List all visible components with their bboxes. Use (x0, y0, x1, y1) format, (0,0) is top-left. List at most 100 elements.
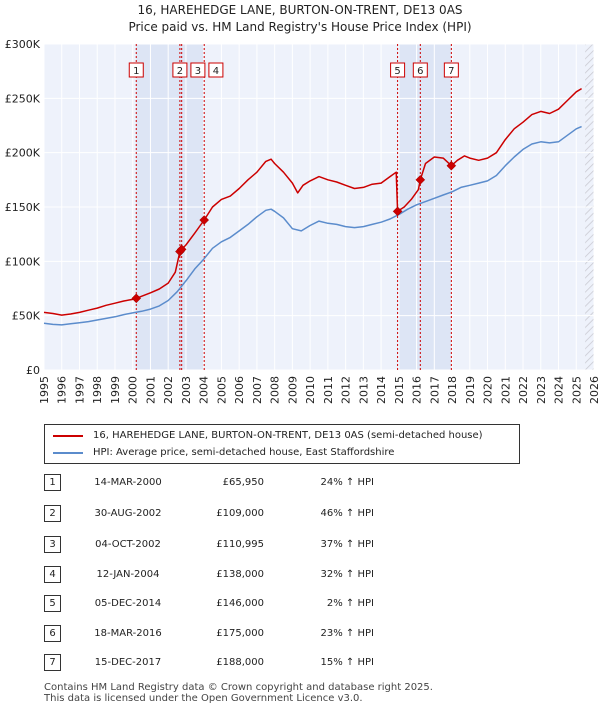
sale-label-box (412, 62, 428, 78)
x-tick-label: 2000 (127, 376, 140, 404)
x-tick-label: 2022 (517, 376, 530, 404)
x-tick-label: 2020 (482, 376, 495, 404)
legend-label-hpi: HPI: Average price, semi-detached house,… (93, 447, 395, 458)
property-price-line (43, 87, 582, 316)
footer: Contains HM Land Registry data © Crown c… (44, 682, 433, 704)
sale-hpi-diff: 46% ↑ HPI (320, 508, 374, 519)
legend: 16, HAREHEDGE LANE, BURTON-ON-TRENT, DE1… (44, 424, 520, 464)
sale-number: 4 (44, 566, 61, 583)
sale-price: £65,950 (222, 477, 264, 488)
sale-number: 5 (44, 595, 61, 612)
sale-hpi-diff: 32% ↑ HPI (320, 569, 374, 580)
sale-price: £109,000 (216, 508, 264, 519)
sale-date: 14-MAR-2000 (94, 477, 162, 488)
x-tick-label: 2021 (499, 376, 512, 404)
x-tick-label: 2026 (588, 376, 600, 404)
y-tick-label: £200K (5, 147, 41, 160)
chart-subtitle: Price paid vs. HM Land Registry's House … (128, 20, 472, 34)
sale-price: £188,000 (216, 657, 264, 668)
y-tick-label: £250K (5, 92, 41, 105)
sale-price: £146,000 (216, 598, 264, 609)
x-tick-label: 2009 (286, 376, 299, 404)
sale-label-box (128, 62, 144, 78)
sale-point (446, 160, 457, 171)
sale-price: £110,995 (216, 539, 264, 550)
x-tick-label: 2019 (464, 376, 477, 404)
sale-date: 30-AUG-2002 (94, 508, 162, 519)
sale-point (131, 293, 142, 304)
price-chart: 1 2 3 4 5 6 7 1995 1996 1997 1998 1999 2000 2001 2002… (5, 38, 600, 404)
legend-label-property: 16, HAREHEDGE LANE, BURTON-ON-TRENT, DE1… (93, 430, 483, 441)
footer-licence: This data is licensed under the Open Gov… (44, 693, 363, 704)
hpi-line (43, 125, 582, 326)
sale-label-box (443, 62, 459, 78)
sale-hpi-diff: 2% ↑ HPI (326, 598, 374, 609)
x-tick-label: 2013 (357, 376, 370, 404)
x-tick-label: 2004 (198, 376, 211, 404)
x-tick-label: 1999 (109, 376, 122, 404)
sale-label-number: 2 (177, 66, 183, 77)
sale-point (199, 215, 210, 225)
sale-point (392, 206, 403, 217)
x-tick-label: 2016 (411, 376, 424, 404)
y-tick-label: £150K (5, 201, 41, 214)
x-tick-label: 2023 (535, 376, 548, 404)
sale-hpi-diff: 37% ↑ HPI (320, 539, 374, 550)
sale-point (176, 244, 187, 255)
x-tick-label: 1997 (73, 376, 86, 404)
sale-number: 3 (44, 536, 61, 553)
sale-label-box (390, 62, 406, 78)
sale-number: 7 (44, 654, 61, 671)
x-tick-label: 2018 (446, 376, 459, 404)
sale-label-box (208, 62, 224, 78)
sale-label-number: 3 (195, 66, 201, 77)
sale-date: 05-DEC-2014 (94, 598, 162, 609)
x-tick-label: 2012 (340, 376, 353, 404)
x-tick-label: 2025 (570, 376, 583, 404)
sale-hpi-diff: 15% ↑ HPI (320, 657, 374, 668)
x-tick-label: 2015 (393, 376, 406, 404)
sale-label-number: 7 (448, 66, 454, 77)
sale-price: £138,000 (216, 569, 264, 580)
x-tick-label: 2010 (304, 376, 317, 404)
sale-date: 04-OCT-2002 (95, 539, 161, 550)
x-tick-label: 1995 (38, 376, 51, 404)
sale-label-box (172, 62, 188, 78)
x-tick-label: 2014 (375, 376, 388, 404)
x-tick-label: 2008 (269, 376, 282, 404)
footer-copyright: Contains HM Land Registry data © Crown c… (44, 682, 433, 693)
sale-label-box (190, 62, 206, 78)
sale-label-number: 6 (417, 66, 423, 77)
x-tick-label: 2024 (553, 376, 566, 404)
sale-hpi-diff: 23% ↑ HPI (320, 628, 374, 639)
y-tick-label: £300K (5, 38, 41, 51)
x-tick-label: 2002 (162, 376, 175, 404)
sale-label-number: 1 (133, 66, 139, 77)
legend-swatch-property (53, 435, 83, 437)
sale-date: 12-JAN-2004 (96, 569, 160, 580)
sale-point (415, 174, 426, 185)
sale-number: 6 (44, 625, 61, 642)
x-tick-label: 2011 (322, 376, 335, 404)
y-tick-label: £50K (12, 310, 41, 323)
chart-title: 16, HAREHEDGE LANE, BURTON-ON-TRENT, DE1… (137, 3, 463, 17)
y-tick-label: £100K (5, 255, 41, 268)
y-tick-label: £0 (26, 364, 40, 377)
x-tick-label: 1996 (56, 376, 69, 404)
sale-label-number: 4 (213, 66, 219, 77)
sale-hpi-diff: 24% ↑ HPI (320, 477, 374, 488)
x-tick-label: 1998 (91, 376, 104, 404)
sale-number: 1 (44, 474, 61, 491)
x-tick-label: 2017 (428, 376, 441, 404)
sale-number: 2 (44, 505, 61, 522)
x-tick-label: 2003 (180, 376, 193, 404)
sale-label-number: 5 (394, 66, 400, 77)
x-tick-label: 2006 (233, 376, 246, 404)
x-tick-label: 2007 (251, 376, 264, 404)
x-tick-label: 2005 (215, 376, 228, 404)
sale-date: 18-MAR-2016 (94, 628, 162, 639)
x-tick-label: 2001 (144, 376, 157, 404)
sale-price: £175,000 (216, 628, 264, 639)
legend-swatch-hpi (53, 452, 83, 454)
sale-date: 15-DEC-2017 (94, 657, 162, 668)
